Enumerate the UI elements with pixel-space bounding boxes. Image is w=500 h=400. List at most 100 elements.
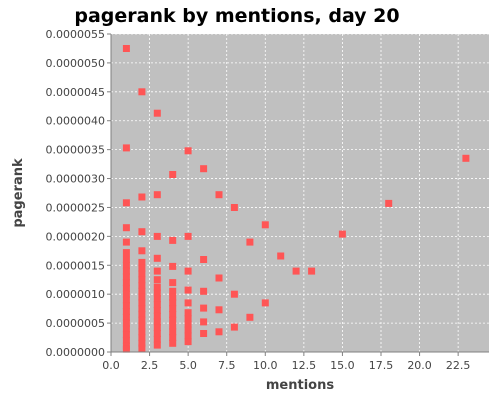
data-point <box>200 287 208 295</box>
data-point <box>215 306 223 314</box>
data-point <box>122 296 130 304</box>
data-point <box>153 306 161 314</box>
data-point <box>122 199 130 207</box>
data-point <box>138 287 146 295</box>
data-point <box>138 293 146 301</box>
data-point <box>138 334 146 341</box>
plot-area <box>111 34 489 352</box>
data-point <box>153 232 161 240</box>
data-point <box>230 290 238 298</box>
data-point <box>292 267 300 275</box>
data-point <box>169 293 177 301</box>
data-point <box>122 273 130 281</box>
data-point <box>153 254 161 262</box>
y-tick-label: 0.0000030 <box>46 173 106 186</box>
data-point <box>153 295 161 303</box>
data-points <box>122 45 470 353</box>
data-point <box>215 328 223 336</box>
data-point <box>184 338 192 346</box>
data-point <box>122 284 130 292</box>
data-point <box>122 144 130 152</box>
x-tick-label: 2.5 <box>141 359 159 372</box>
data-point <box>277 252 285 260</box>
x-tick-label: 10.0 <box>253 359 278 372</box>
data-point <box>153 109 161 117</box>
x-tick-label: 15.0 <box>330 359 355 372</box>
data-point <box>200 304 208 312</box>
data-point <box>138 328 146 336</box>
data-point <box>184 267 192 275</box>
data-point <box>122 313 130 321</box>
data-point <box>200 165 208 173</box>
data-point <box>200 330 208 337</box>
data-point <box>138 247 146 255</box>
data-point <box>153 335 161 343</box>
y-axis-label: pagerank <box>11 158 26 228</box>
data-point <box>169 310 177 318</box>
data-point <box>138 344 146 352</box>
x-tick-label: 12.5 <box>292 359 317 372</box>
data-point <box>462 154 470 162</box>
x-axis-ticks: 0.0 2.5 5.0 7.5 10.0 12.5 15.0 17.5 20.0 22.5 <box>102 352 470 372</box>
data-point <box>138 316 146 324</box>
x-axis-label: mentions <box>266 378 334 393</box>
data-point <box>200 256 208 263</box>
data-point <box>169 328 177 336</box>
data-point <box>184 326 192 334</box>
data-point <box>153 318 161 326</box>
data-point <box>169 322 177 330</box>
data-point <box>184 299 192 307</box>
data-point <box>138 264 146 272</box>
data-point <box>385 199 393 207</box>
x-tick-label: 5.0 <box>179 359 197 372</box>
data-point <box>184 332 192 340</box>
data-point <box>122 325 130 333</box>
data-point <box>122 319 130 327</box>
data-point <box>184 320 192 328</box>
x-tick-label: 7.5 <box>218 359 236 372</box>
data-point <box>246 313 254 321</box>
data-point <box>153 341 161 349</box>
data-point <box>122 224 130 232</box>
y-tick-label: 0.0000050 <box>46 57 106 70</box>
data-point <box>215 191 223 199</box>
y-tick-label: 0.0000040 <box>46 115 106 128</box>
data-point <box>122 302 130 310</box>
data-point <box>138 270 146 278</box>
data-point <box>138 193 146 201</box>
data-point <box>261 299 269 307</box>
data-point <box>184 309 192 317</box>
data-point <box>138 258 146 266</box>
data-point <box>230 204 238 211</box>
data-point <box>138 88 146 96</box>
data-point <box>138 276 146 284</box>
data-point <box>169 236 177 244</box>
data-point <box>138 322 146 330</box>
data-point <box>138 299 146 307</box>
data-point <box>153 191 161 199</box>
data-point <box>122 308 130 315</box>
data-point <box>153 276 161 284</box>
data-point <box>308 267 316 275</box>
x-tick-label: 20.0 <box>407 359 432 372</box>
data-point <box>138 228 146 236</box>
data-point <box>184 315 192 322</box>
y-tick-label: 0.0000025 <box>46 201 106 214</box>
data-point <box>122 267 130 275</box>
y-tick-label: 0.0000035 <box>46 144 106 157</box>
data-point <box>122 45 130 52</box>
data-point <box>261 221 269 229</box>
data-point <box>246 238 254 246</box>
y-tick-label: 0.0000000 <box>46 346 106 359</box>
chart-title: pagerank by mentions, day 20 <box>74 5 399 27</box>
x-tick-label: 0.0 <box>102 359 120 372</box>
data-point <box>153 289 161 297</box>
data-point <box>138 305 146 313</box>
y-tick-label: 0.0000045 <box>46 86 106 99</box>
grid-lines <box>111 33 489 352</box>
data-point <box>169 262 177 270</box>
data-point <box>122 261 130 269</box>
data-point <box>122 238 130 246</box>
data-point <box>153 330 161 337</box>
data-point <box>153 324 161 332</box>
